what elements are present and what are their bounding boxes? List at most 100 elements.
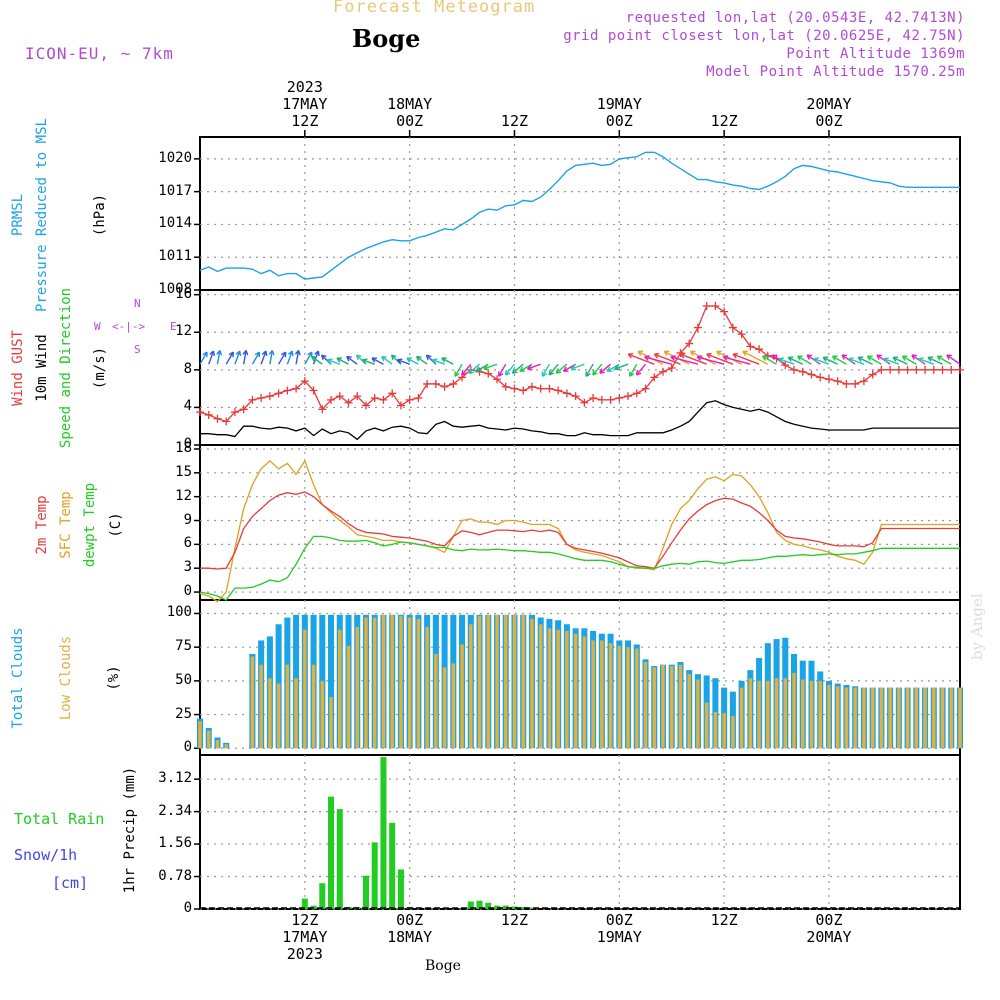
low-clouds-bar: [879, 687, 884, 749]
wind-arrow-head: [778, 357, 785, 363]
wind-direction-arrow: [441, 357, 454, 365]
rain-bar: [502, 905, 509, 909]
time-label-line: 2023: [286, 945, 323, 963]
wind-direction-arrow: [771, 354, 786, 365]
low-clouds-bar: [320, 680, 325, 749]
time-label-line: 20MAY: [806, 928, 852, 946]
pressure-ytick-label: 1008: [158, 281, 192, 297]
wind-direction-arrow: [269, 350, 274, 365]
wind-arrow-head: [670, 355, 676, 361]
gust-marker: [248, 395, 257, 404]
wind-direction-arrow: [787, 356, 804, 365]
wind-direction-arrow: [454, 363, 463, 377]
wind-direction-arrow: [644, 356, 672, 365]
gust-marker: [938, 365, 947, 374]
wind-arrow-head: [461, 369, 467, 376]
wind-arrow-head: [857, 356, 864, 362]
time-label-bottom: 00Z 18MAY: [370, 912, 450, 946]
gust-marker: [676, 348, 685, 357]
temp-ytick-label: 3: [183, 559, 192, 576]
wind-arrow-head: [287, 350, 294, 357]
wind-direction-arrow: [346, 356, 358, 365]
rain-bar: [371, 842, 378, 909]
wind-arrow-head: [831, 355, 838, 361]
wind-arrow-head: [475, 366, 482, 372]
low-clouds-bar: [372, 617, 377, 749]
time-label-line: 17MAY: [282, 928, 328, 946]
wind-arrow-head: [696, 355, 703, 361]
time-label-line: 19MAY: [596, 928, 642, 946]
time-label-bottom: 12Z: [474, 912, 554, 929]
low-clouds-bar: [416, 618, 421, 749]
time-label-top: 12Z: [684, 113, 764, 130]
wind-direction-arrow: [432, 359, 445, 365]
wind-direction-arrow: [504, 363, 516, 376]
gust-marker: [606, 395, 615, 404]
gust-marker: [929, 365, 938, 374]
wind-direction-arrow: [813, 358, 830, 365]
gust-marker: [824, 375, 833, 384]
gust-marker: [728, 323, 737, 332]
clouds-ytick-label: 75: [175, 638, 192, 655]
wind-direction-arrow: [548, 363, 559, 376]
low-clouds-bar: [573, 633, 578, 749]
low-clouds-bar: [538, 624, 543, 749]
low-clouds-bar: [905, 687, 910, 749]
low-clouds-bar: [783, 678, 788, 749]
gust-marker: [353, 392, 362, 401]
wind-ytick-label: 12: [175, 323, 192, 340]
wind-arrow-head: [327, 358, 333, 364]
wind-arrow-head: [627, 352, 634, 359]
gust-marker: [624, 392, 633, 401]
wind-direction-arrow: [654, 353, 681, 365]
low-clouds-bar: [469, 624, 473, 749]
wind-arrow-head: [390, 354, 397, 361]
low-clouds-bar: [652, 667, 656, 749]
low-clouds-bar: [495, 614, 499, 749]
wind-arrow-head: [548, 369, 555, 376]
wind-arrow-head: [355, 354, 362, 361]
rain-bar: [397, 869, 404, 909]
wind-arrow-head: [519, 366, 525, 372]
wind-arrow-head: [396, 358, 403, 364]
gust-marker: [396, 401, 405, 410]
wind-arrow-head: [822, 356, 829, 362]
low-clouds-bar: [687, 674, 691, 749]
wind-arrow-head: [635, 369, 642, 376]
compass-arrows: <-|->: [112, 320, 146, 333]
grid-point-coords: grid point closest lon,lat (20.0625E, 42…: [563, 28, 965, 44]
gust-marker: [318, 405, 327, 414]
low-clouds-bar: [451, 663, 456, 749]
rain-bar: [389, 822, 396, 909]
wind-arrow-head: [787, 356, 794, 362]
requested-coords: requested lon,lat (20.0543E, 42.7413N): [625, 10, 965, 26]
wind-direction-arrow: [867, 355, 882, 365]
wind-arrow-head: [406, 357, 412, 363]
rain-bar: [319, 883, 326, 909]
low-clouds-bar: [250, 656, 255, 749]
low-clouds-bar: [338, 629, 342, 749]
wind-direction-arrow: [857, 356, 873, 365]
wind-arrow-head: [209, 350, 215, 357]
low-clouds-bar: [276, 683, 281, 749]
low-clouds-bar: [294, 678, 298, 749]
wind-arrow-head: [307, 351, 313, 358]
location-title: Boge: [352, 24, 421, 53]
low-clouds-bar: [381, 614, 386, 749]
wind-arrow-head: [425, 354, 432, 361]
wind-direction-arrow: [371, 357, 384, 365]
low-clouds-bar: [661, 664, 665, 749]
gust-marker: [597, 395, 606, 404]
wind-direction-arrow: [892, 356, 908, 365]
gust-marker: [449, 379, 458, 388]
gust-marker: [344, 398, 353, 407]
gust-marker: [222, 417, 231, 426]
gust-marker: [431, 379, 440, 388]
time-label-bottom: 00Z 19MAY: [579, 912, 659, 946]
low-clouds-bar: [207, 730, 211, 749]
gust-marker: [720, 307, 729, 316]
gust-marker: [405, 395, 414, 404]
gust-marker: [842, 379, 851, 388]
gust-marker: [292, 384, 301, 393]
gust-marker: [493, 375, 502, 384]
